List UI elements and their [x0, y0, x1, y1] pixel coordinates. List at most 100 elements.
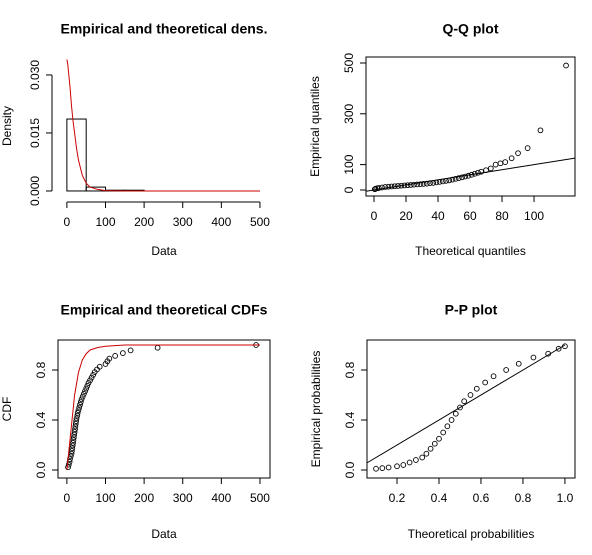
x-tick-label: 0: [64, 491, 71, 505]
point: [71, 429, 78, 435]
point: [127, 347, 134, 354]
point: [77, 401, 83, 408]
chart-title: P-P plot: [445, 302, 498, 318]
point: [120, 350, 126, 356]
point: [444, 423, 451, 430]
point: [419, 454, 426, 461]
point: [81, 391, 87, 397]
point: [154, 344, 161, 351]
point: [455, 175, 462, 181]
point: [112, 353, 119, 359]
point: [400, 462, 407, 468]
point: [436, 435, 442, 442]
y-axis-label: Empirical probabilities: [309, 351, 323, 468]
x-tick-label: 0: [371, 209, 378, 223]
x-tick-label: 200: [134, 215, 154, 229]
point: [70, 440, 76, 446]
point: [457, 404, 463, 411]
point: [382, 184, 389, 190]
point: [70, 434, 77, 441]
y-tick-label: 0.4: [343, 411, 357, 428]
x-tick-label: 0.8: [515, 491, 532, 505]
point: [72, 426, 78, 433]
point: [73, 415, 80, 422]
line: [66, 59, 260, 192]
chart-title: Empirical and theoretical dens.: [61, 21, 268, 37]
histogram-bar: [85, 186, 106, 192]
x-tick-label: 400: [211, 215, 231, 229]
point: [473, 385, 480, 392]
point: [88, 374, 95, 381]
x-axis-label: Data: [151, 527, 177, 541]
point: [431, 440, 438, 447]
point: [394, 463, 400, 470]
point: [78, 396, 85, 403]
x-tick-label: 1.0: [557, 491, 574, 505]
y-tick-label: 100: [342, 154, 356, 174]
point: [563, 62, 569, 69]
y-axis-label: Empirical quantiles: [308, 76, 322, 177]
point: [423, 450, 430, 457]
point: [72, 420, 79, 427]
point: [515, 150, 521, 157]
y-tick-label: 0: [342, 186, 356, 193]
x-tick-label: 0.6: [473, 491, 490, 505]
x-tick-label: 0: [64, 215, 71, 229]
plot-box: [366, 339, 576, 479]
point: [440, 429, 447, 436]
point: [379, 465, 386, 471]
point: [65, 461, 72, 468]
point: [385, 183, 392, 190]
x-axis-label: Data: [151, 244, 177, 258]
x-tick-label: 500: [250, 215, 270, 229]
x-tick-label: 200: [134, 491, 154, 505]
chart-title: Empirical and theoretical CDFs: [61, 302, 268, 318]
line: [365, 157, 576, 192]
point: [406, 459, 413, 466]
x-tick-label: 400: [211, 491, 231, 505]
x-tick-label: 40: [431, 209, 445, 223]
point: [70, 437, 77, 443]
point: [385, 464, 392, 471]
point: [69, 448, 75, 454]
point: [524, 145, 531, 151]
y-axis-label: Density: [0, 106, 14, 146]
point: [411, 181, 417, 188]
chart-title: Q-Q plot: [443, 21, 499, 37]
point: [427, 445, 434, 452]
x-tick-label: 100: [95, 491, 115, 505]
point: [530, 354, 537, 361]
point: [69, 442, 76, 449]
x-tick-label: 300: [173, 215, 193, 229]
point: [452, 410, 459, 417]
point: [492, 161, 499, 168]
point: [90, 372, 96, 378]
y-tick-label: 0.8: [343, 361, 357, 378]
y-tick-label: 0.015: [28, 118, 42, 148]
point: [72, 423, 79, 430]
y-axis-label: CDF: [0, 397, 14, 422]
histogram-bar: [66, 118, 87, 192]
line: [366, 344, 566, 464]
point: [74, 412, 81, 419]
y-tick-label: 0.0: [34, 461, 48, 478]
point: [508, 155, 515, 162]
point: [69, 445, 76, 452]
point: [497, 160, 504, 167]
y-tick-label: 0.4: [34, 411, 48, 428]
point: [84, 382, 91, 389]
x-tick-label: 60: [463, 209, 477, 223]
y-tick-label: 500: [342, 53, 356, 73]
point: [503, 367, 510, 373]
point: [106, 355, 113, 362]
point: [76, 404, 83, 411]
point: [75, 407, 82, 414]
point: [482, 379, 489, 386]
x-tick-label: 300: [173, 491, 193, 505]
point: [65, 464, 71, 471]
point: [461, 398, 468, 405]
point: [68, 450, 75, 457]
point: [82, 388, 88, 395]
x-tick-label: 0.4: [431, 491, 448, 505]
